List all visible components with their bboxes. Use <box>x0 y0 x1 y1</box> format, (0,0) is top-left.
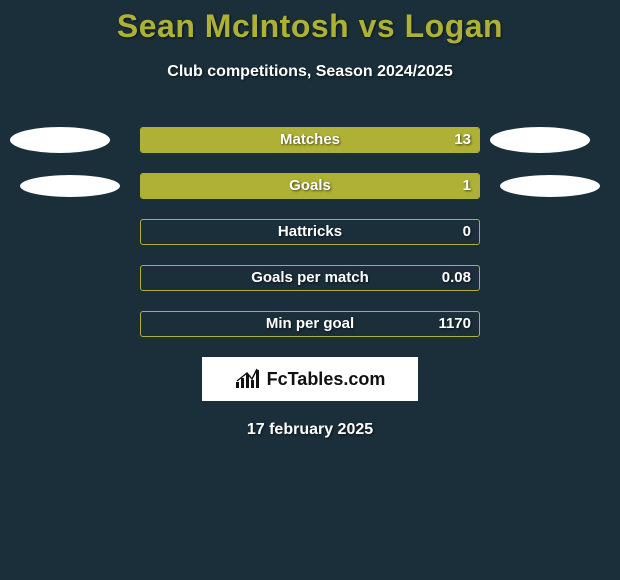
stat-bar: Hattricks0 <box>140 219 480 245</box>
stat-label: Goals <box>141 177 479 194</box>
stat-row: Min per goal1170 <box>0 311 620 337</box>
stat-value: 1170 <box>438 315 471 332</box>
stat-row: Goals1 <box>0 173 620 199</box>
brand-text: FcTables.com <box>267 369 386 390</box>
stat-label: Min per goal <box>141 315 479 332</box>
page-title: Sean McIntosh vs Logan <box>0 8 620 45</box>
stat-label: Hattricks <box>141 223 479 240</box>
stats-card: Sean McIntosh vs Logan Club competitions… <box>0 0 620 439</box>
stat-value: 0 <box>463 223 471 240</box>
stat-bar: Min per goal1170 <box>140 311 480 337</box>
stat-row: Matches13 <box>0 127 620 153</box>
bars-icon <box>235 368 263 390</box>
player-left-marker <box>20 175 120 197</box>
player-right-marker <box>490 127 590 153</box>
stat-bar: Goals per match0.08 <box>140 265 480 291</box>
stat-row: Hattricks0 <box>0 219 620 245</box>
stat-row: Goals per match0.08 <box>0 265 620 291</box>
player-left-marker <box>10 127 110 153</box>
comparison-chart: Matches13 Goals1 Hattricks0 Goals per match… <box>0 127 620 337</box>
date-text: 17 february 2025 <box>0 421 620 439</box>
subtitle: Club competitions, Season 2024/2025 <box>0 63 620 81</box>
stat-label: Goals per match <box>141 269 479 286</box>
stat-bar: Matches13 <box>140 127 480 153</box>
stat-value: 1 <box>463 177 471 194</box>
stat-bar: Goals1 <box>140 173 480 199</box>
stat-value: 0.08 <box>442 269 471 286</box>
stat-value: 13 <box>454 131 471 148</box>
brand-badge[interactable]: FcTables.com <box>202 357 418 401</box>
stat-label: Matches <box>141 131 479 148</box>
player-right-marker <box>500 175 600 197</box>
